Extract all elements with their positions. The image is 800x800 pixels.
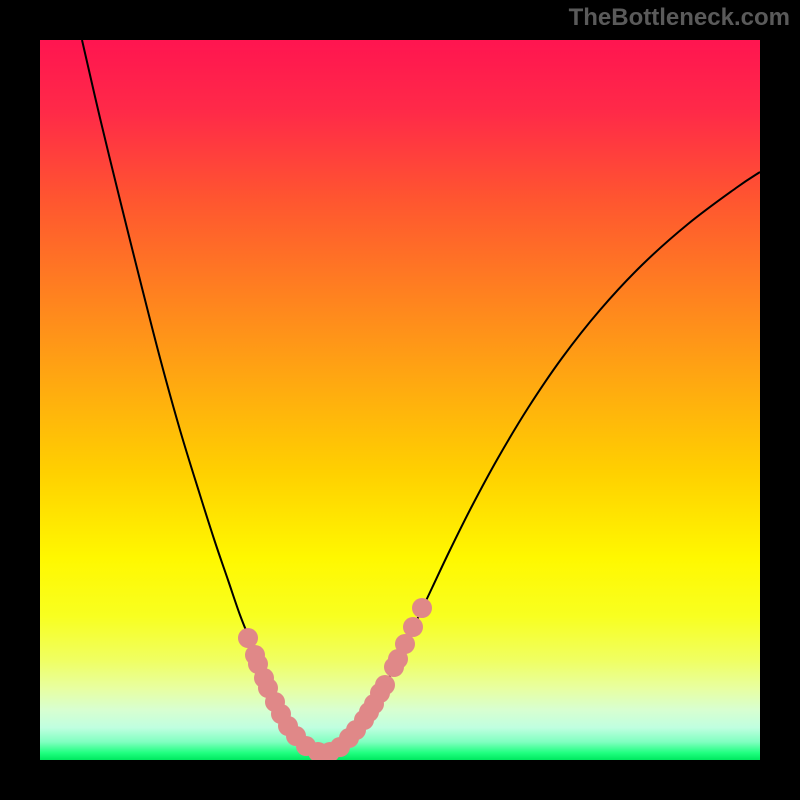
chart-svg bbox=[40, 40, 760, 760]
bottleneck-chart bbox=[40, 40, 760, 760]
data-marker bbox=[395, 634, 415, 654]
data-marker bbox=[375, 675, 395, 695]
data-marker bbox=[412, 598, 432, 618]
data-marker bbox=[403, 617, 423, 637]
watermark-text: TheBottleneck.com bbox=[569, 4, 790, 32]
